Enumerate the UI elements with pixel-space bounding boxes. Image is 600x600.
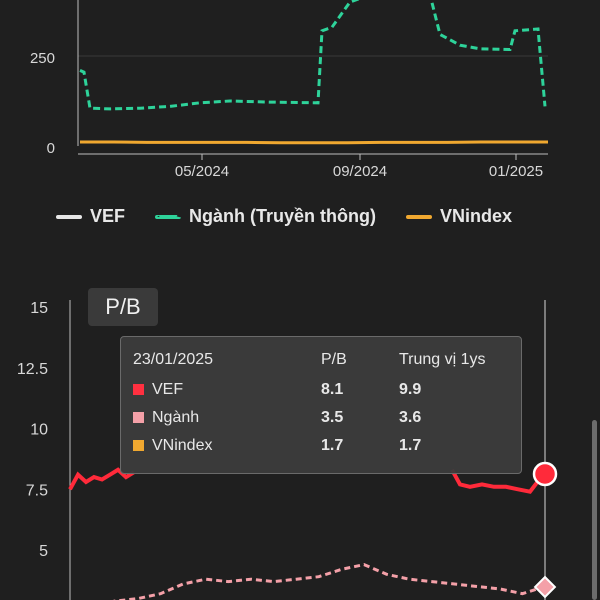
tooltip-median-vef: 9.9 bbox=[399, 381, 422, 398]
top-x-tick-01-2025: 01/2025 bbox=[489, 163, 543, 180]
tooltip-median-vnindex: 1.7 bbox=[399, 437, 422, 454]
chart-legend: VEF Ngành (Truyền thông) VNindex bbox=[56, 206, 542, 227]
tooltip-swatch-nganh bbox=[133, 412, 144, 423]
tooltip-pb-vef: 8.1 bbox=[321, 381, 344, 398]
pb-marker-vef bbox=[532, 461, 558, 487]
pb-series-nganh-line bbox=[112, 563, 546, 600]
tooltip-row-vef: VEF 8.1 9.9 bbox=[121, 377, 521, 403]
tooltip-name-vnindex: VNindex bbox=[152, 437, 213, 454]
legend-label-vef: VEF bbox=[90, 206, 126, 226]
scrollbar-thumb[interactable] bbox=[592, 420, 597, 600]
legend-swatch-vnindex bbox=[406, 214, 432, 219]
top-x-tick-05-2024: 05/2024 bbox=[175, 163, 229, 180]
pb-series-vef-line-left bbox=[68, 467, 136, 491]
legend-swatch-nganh bbox=[155, 214, 182, 219]
legend-item-vef[interactable]: VEF bbox=[56, 206, 125, 227]
pb-marker-nganh bbox=[533, 575, 557, 599]
legend-swatch-vef bbox=[56, 214, 82, 219]
pb-y-tick-10: 10 bbox=[30, 422, 48, 439]
tooltip-col-pb: P/B bbox=[321, 351, 347, 368]
pb-y-tick-12-5: 12.5 bbox=[17, 361, 48, 378]
pb-chart-title: P/B bbox=[88, 288, 158, 326]
legend-item-vnindex[interactable]: VNindex bbox=[406, 206, 512, 227]
tooltip-col-median: Trung vị 1ys bbox=[399, 351, 486, 368]
legend-item-nganh[interactable]: Ngành (Truyền thông) bbox=[155, 206, 376, 227]
tooltip-median-nganh: 3.6 bbox=[399, 409, 422, 426]
legend-label-vnindex: VNindex bbox=[440, 206, 513, 226]
top-series-nganh-line bbox=[79, 0, 547, 111]
tooltip-pb-vnindex: 1.7 bbox=[321, 437, 344, 454]
tooltip-swatch-vef bbox=[133, 384, 144, 395]
tooltip-row-nganh: Ngành 3.5 3.6 bbox=[121, 405, 521, 431]
tooltip-pb-nganh: 3.5 bbox=[321, 409, 344, 426]
tooltip-header-row: 23/01/2025 P/B Trung vị 1ys bbox=[121, 347, 521, 373]
pb-y-tick-15: 15 bbox=[30, 300, 48, 317]
tooltip-swatch-vnindex bbox=[133, 440, 144, 451]
pb-series-vef-line-right bbox=[450, 468, 545, 494]
tooltip-row-vnindex: VNindex 1.7 1.7 bbox=[121, 433, 521, 459]
pb-y-tick-7-5: 7.5 bbox=[26, 482, 48, 499]
top-y-tick-250: 250 bbox=[30, 50, 55, 67]
tooltip-name-nganh: Ngành bbox=[152, 409, 200, 426]
top-y-tick-0: 0 bbox=[47, 140, 55, 157]
top-series-vnindex-line bbox=[80, 140, 548, 145]
top-x-tick-09-2024: 09/2024 bbox=[333, 163, 387, 180]
tooltip-name-vef: VEF bbox=[152, 381, 184, 398]
tooltip-date: 23/01/2025 bbox=[133, 351, 214, 368]
pb-y-tick-5: 5 bbox=[39, 543, 48, 560]
chart-tooltip: 23/01/2025 P/B Trung vị 1ys VEF 8.1 9.9 … bbox=[120, 336, 522, 474]
legend-label-nganh: Ngành (Truyền thông) bbox=[189, 206, 376, 226]
